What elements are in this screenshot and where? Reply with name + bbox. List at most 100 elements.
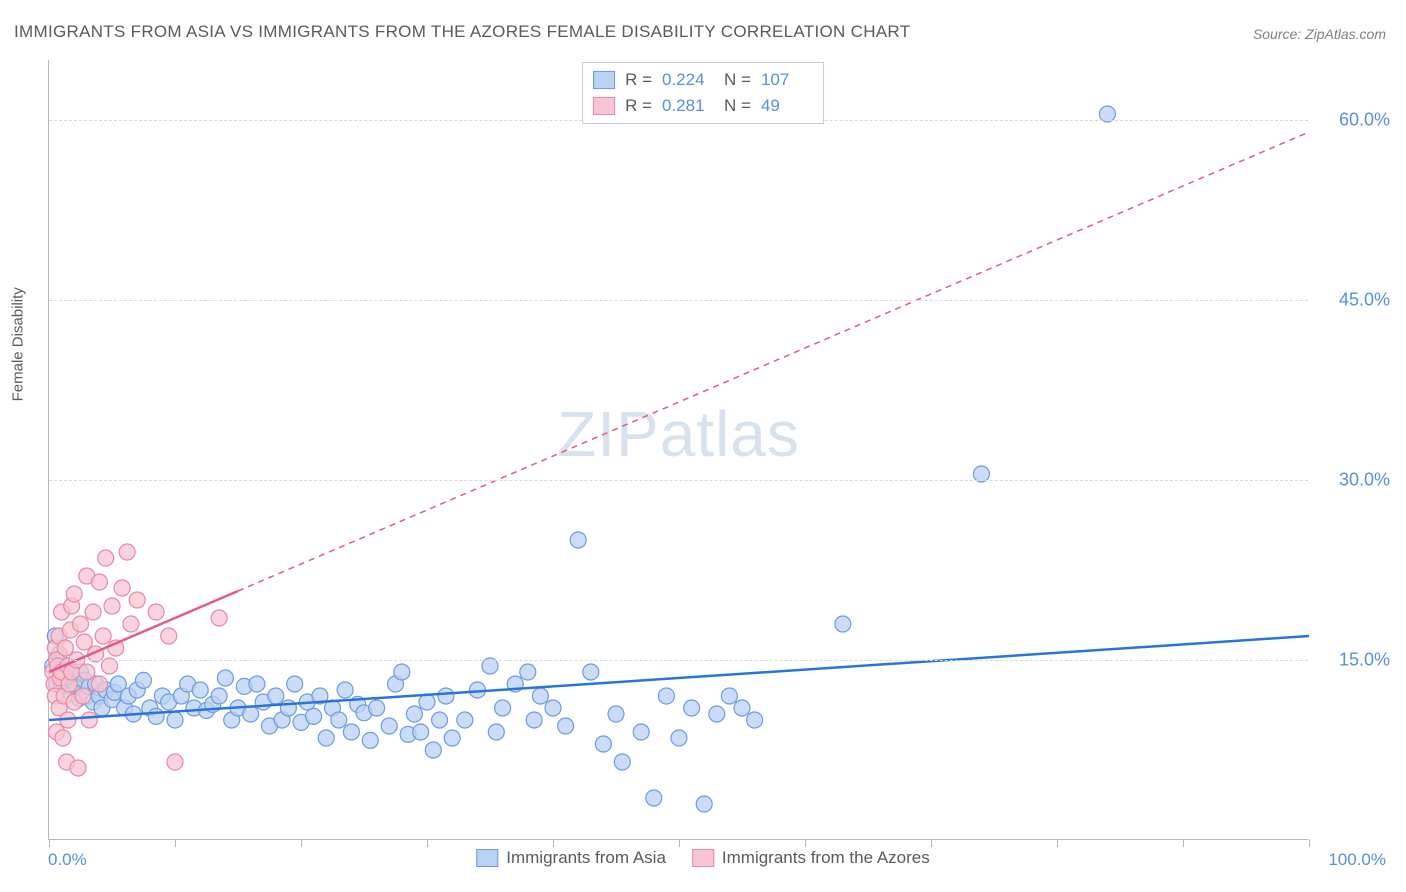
point-asia	[671, 730, 687, 746]
x-tick	[553, 839, 554, 847]
point-asia	[495, 700, 511, 716]
point-asia	[696, 796, 712, 812]
point-asia	[343, 724, 359, 740]
point-asia	[148, 708, 164, 724]
point-asia	[633, 724, 649, 740]
point-asia	[734, 700, 750, 716]
point-asia	[337, 682, 353, 698]
point-asia	[444, 730, 460, 746]
point-asia	[526, 712, 542, 728]
point-azores	[75, 688, 91, 704]
stats-row-azores: R = 0.281 N = 49	[593, 93, 813, 119]
x-tick	[1309, 839, 1310, 847]
point-asia	[658, 688, 674, 704]
point-asia	[280, 700, 296, 716]
legend-label-azores: Immigrants from the Azores	[722, 848, 930, 868]
point-asia	[721, 688, 737, 704]
point-azores	[85, 604, 101, 620]
y-tick-label: 30.0%	[1339, 470, 1390, 491]
point-asia	[318, 730, 334, 746]
x-tick	[805, 839, 806, 847]
point-azores	[79, 664, 95, 680]
point-asia	[608, 706, 624, 722]
legend-item-asia: Immigrants from Asia	[476, 848, 666, 868]
x-tick	[49, 839, 50, 847]
point-azores	[55, 730, 71, 746]
point-asia	[583, 664, 599, 680]
x-tick	[301, 839, 302, 847]
point-asia	[425, 742, 441, 758]
plot-area: ZIPatlas 15.0%30.0%45.0%60.0%	[48, 60, 1308, 840]
x-tick	[1057, 839, 1058, 847]
point-asia	[136, 672, 152, 688]
point-asia	[249, 676, 265, 692]
point-asia	[488, 724, 504, 740]
swatch-azores	[692, 849, 714, 867]
point-azores	[129, 592, 145, 608]
point-azores	[104, 598, 120, 614]
point-asia	[306, 708, 322, 724]
x-tick	[1183, 839, 1184, 847]
gridline	[49, 480, 1308, 481]
swatch-asia	[476, 849, 498, 867]
point-asia	[243, 706, 259, 722]
stats-legend: R = 0.224 N = 107 R = 0.281 N = 49	[582, 62, 824, 124]
point-asia	[545, 700, 561, 716]
x-axis-min-label: 0.0%	[48, 850, 87, 870]
r-value-azores: 0.281	[662, 96, 714, 116]
point-asia	[457, 712, 473, 728]
point-asia	[684, 700, 700, 716]
point-azores	[114, 580, 130, 596]
point-asia	[614, 754, 630, 770]
trend-line-asia	[49, 636, 1309, 720]
point-asia	[558, 718, 574, 734]
y-tick-label: 45.0%	[1339, 290, 1390, 311]
point-asia	[406, 706, 422, 722]
point-asia	[394, 664, 410, 680]
r-label: R =	[625, 70, 652, 90]
point-asia	[532, 688, 548, 704]
point-asia	[217, 670, 233, 686]
point-asia	[268, 688, 284, 704]
y-tick-label: 15.0%	[1339, 650, 1390, 671]
point-azores	[167, 754, 183, 770]
y-tick-label: 60.0%	[1339, 110, 1390, 131]
swatch-azores	[593, 97, 615, 115]
stats-row-asia: R = 0.224 N = 107	[593, 67, 813, 93]
legend-item-azores: Immigrants from the Azores	[692, 848, 930, 868]
n-value-asia: 107	[761, 70, 813, 90]
legend-label-asia: Immigrants from Asia	[506, 848, 666, 868]
r-value-asia: 0.224	[662, 70, 714, 90]
point-azores	[66, 586, 82, 602]
n-value-azores: 49	[761, 96, 813, 116]
point-azores	[161, 628, 177, 644]
x-axis-max-label: 100.0%	[1328, 850, 1386, 870]
n-label: N =	[724, 70, 751, 90]
gridline	[49, 300, 1308, 301]
gridline	[49, 660, 1308, 661]
point-azores	[91, 574, 107, 590]
x-tick	[679, 839, 680, 847]
point-asia	[709, 706, 725, 722]
point-asia	[432, 712, 448, 728]
point-asia	[413, 724, 429, 740]
point-asia	[331, 712, 347, 728]
point-azores	[98, 550, 114, 566]
point-azores	[73, 616, 89, 632]
point-azores	[148, 604, 164, 620]
point-azores	[211, 610, 227, 626]
point-asia	[167, 712, 183, 728]
y-axis-title: Female Disability	[10, 287, 27, 401]
point-asia	[438, 688, 454, 704]
point-azores	[70, 760, 86, 776]
point-asia	[595, 736, 611, 752]
chart-container: IMMIGRANTS FROM ASIA VS IMMIGRANTS FROM …	[0, 0, 1406, 892]
r-label: R =	[625, 96, 652, 116]
point-azores	[95, 628, 111, 644]
point-asia	[287, 676, 303, 692]
point-azores	[119, 544, 135, 560]
point-asia	[520, 664, 536, 680]
n-label: N =	[724, 96, 751, 116]
point-asia	[747, 712, 763, 728]
point-azores	[91, 676, 107, 692]
